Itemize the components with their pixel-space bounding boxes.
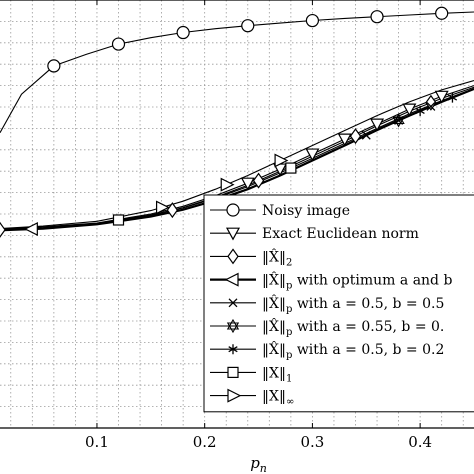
legend-label-subscript: p [286, 327, 292, 338]
marker-triangle-right [155, 200, 170, 215]
legend-label: ‖X̂‖p with a = 0.55, b = 0. [262, 317, 444, 338]
marker-triangle-down [240, 177, 255, 191]
legend-label-subscript: p [286, 281, 292, 292]
legend-label: Noisy image [262, 203, 350, 219]
legend-label-main: ‖X̂‖ [262, 341, 286, 359]
series-line [0, 11, 474, 133]
marker-circle [305, 13, 320, 28]
legend-label-suffix: with a = 0.5, b = 0.5 [292, 296, 444, 312]
legend-label-subscript: p [286, 350, 292, 361]
legend-label-main: ‖X̂‖ [262, 317, 286, 335]
x-tick-label: 0.2 [193, 433, 217, 451]
marker-star-down [392, 116, 405, 128]
marker-x [361, 130, 371, 140]
marker-circle [226, 203, 240, 217]
marker-circle [435, 6, 449, 20]
marker-triangle-right [220, 177, 235, 192]
x-tick-label: 0.4 [408, 433, 432, 451]
legend-label-main: ‖X̂‖ [262, 248, 286, 266]
legend-label-suffix: with a = 0.5, b = 0.2 [292, 342, 444, 358]
series-markers [0, 6, 458, 238]
marker-diamond [425, 94, 437, 111]
marker-star [226, 318, 240, 334]
marker-asterisk [415, 105, 425, 116]
x-tick-label: 0.1 [85, 433, 109, 451]
legend-label: ‖X̂‖p with a = 0.5, b = 0.5 [262, 294, 444, 315]
legend-label: ‖X‖∞ [262, 389, 294, 408]
marker-triangle-right [227, 388, 242, 403]
marker-diamond [227, 248, 239, 265]
legend-label-suffix: with a = 0.55, b = 0. [292, 319, 444, 335]
legend-label-main: Exact Euclidean norm [262, 226, 419, 242]
marker-square [285, 162, 297, 174]
legend-label-suffix: with optimum a and b [292, 273, 452, 289]
marker-circle [241, 19, 255, 33]
marker-triangle-down [370, 118, 385, 132]
marker-circle [47, 59, 61, 73]
legend-label-main: ‖X̂‖ [262, 294, 286, 312]
marker-asterisk [228, 344, 238, 355]
marker-diamond [0, 221, 6, 238]
marker-triangle-left [224, 272, 239, 287]
legend-label-main: ‖X‖ [262, 365, 286, 381]
marker-star-down [226, 322, 240, 334]
legend-label-subscript: p [286, 304, 292, 315]
marker-diamond [349, 128, 362, 145]
marker-triangle-down [434, 90, 449, 104]
marker-circle [176, 25, 190, 40]
legend-label-subscript: ∞ [286, 397, 294, 408]
marker-star [392, 113, 405, 128]
marker-square [227, 366, 239, 378]
legend-label: ‖X̂‖2 [262, 248, 292, 269]
marker-triangle-left [23, 222, 38, 236]
marker-triangle-down [337, 133, 352, 147]
legend-label-main: Noisy image [262, 203, 350, 219]
legend-label: ‖X̂‖p with a = 0.5, b = 0.2 [262, 341, 444, 362]
legend-label: ‖X‖1 [262, 365, 292, 384]
marker-diamond [252, 172, 265, 189]
legend-label-main: ‖X̂‖ [262, 271, 286, 289]
series-line [0, 88, 474, 230]
marker-star-up [392, 113, 405, 124]
marker-star-up [226, 318, 240, 330]
marker-asterisk [447, 92, 458, 103]
marker-x [228, 298, 238, 308]
marker-circle [111, 37, 126, 51]
marker-x [426, 101, 436, 111]
legend-label-subscript: 1 [286, 373, 292, 384]
marker-triangle-right [274, 153, 289, 168]
legend-label-main: ‖X‖ [262, 389, 286, 405]
marker-triangle-down [305, 148, 320, 162]
x-axis-label: pn [250, 454, 267, 474]
x-tick-label: 0.3 [300, 433, 324, 451]
marker-triangle-down [225, 227, 241, 241]
legend-box [203, 194, 474, 413]
legend-label-subscript: 2 [286, 257, 292, 268]
marker-triangle-down [402, 103, 417, 117]
x-axis-label-subscript: n [260, 462, 267, 474]
legend-label: Exact Euclidean norm [262, 226, 419, 242]
marker-circle [370, 10, 384, 24]
legend-label: ‖X̂‖p with optimum a and b [262, 271, 452, 292]
marker-square [112, 214, 125, 226]
